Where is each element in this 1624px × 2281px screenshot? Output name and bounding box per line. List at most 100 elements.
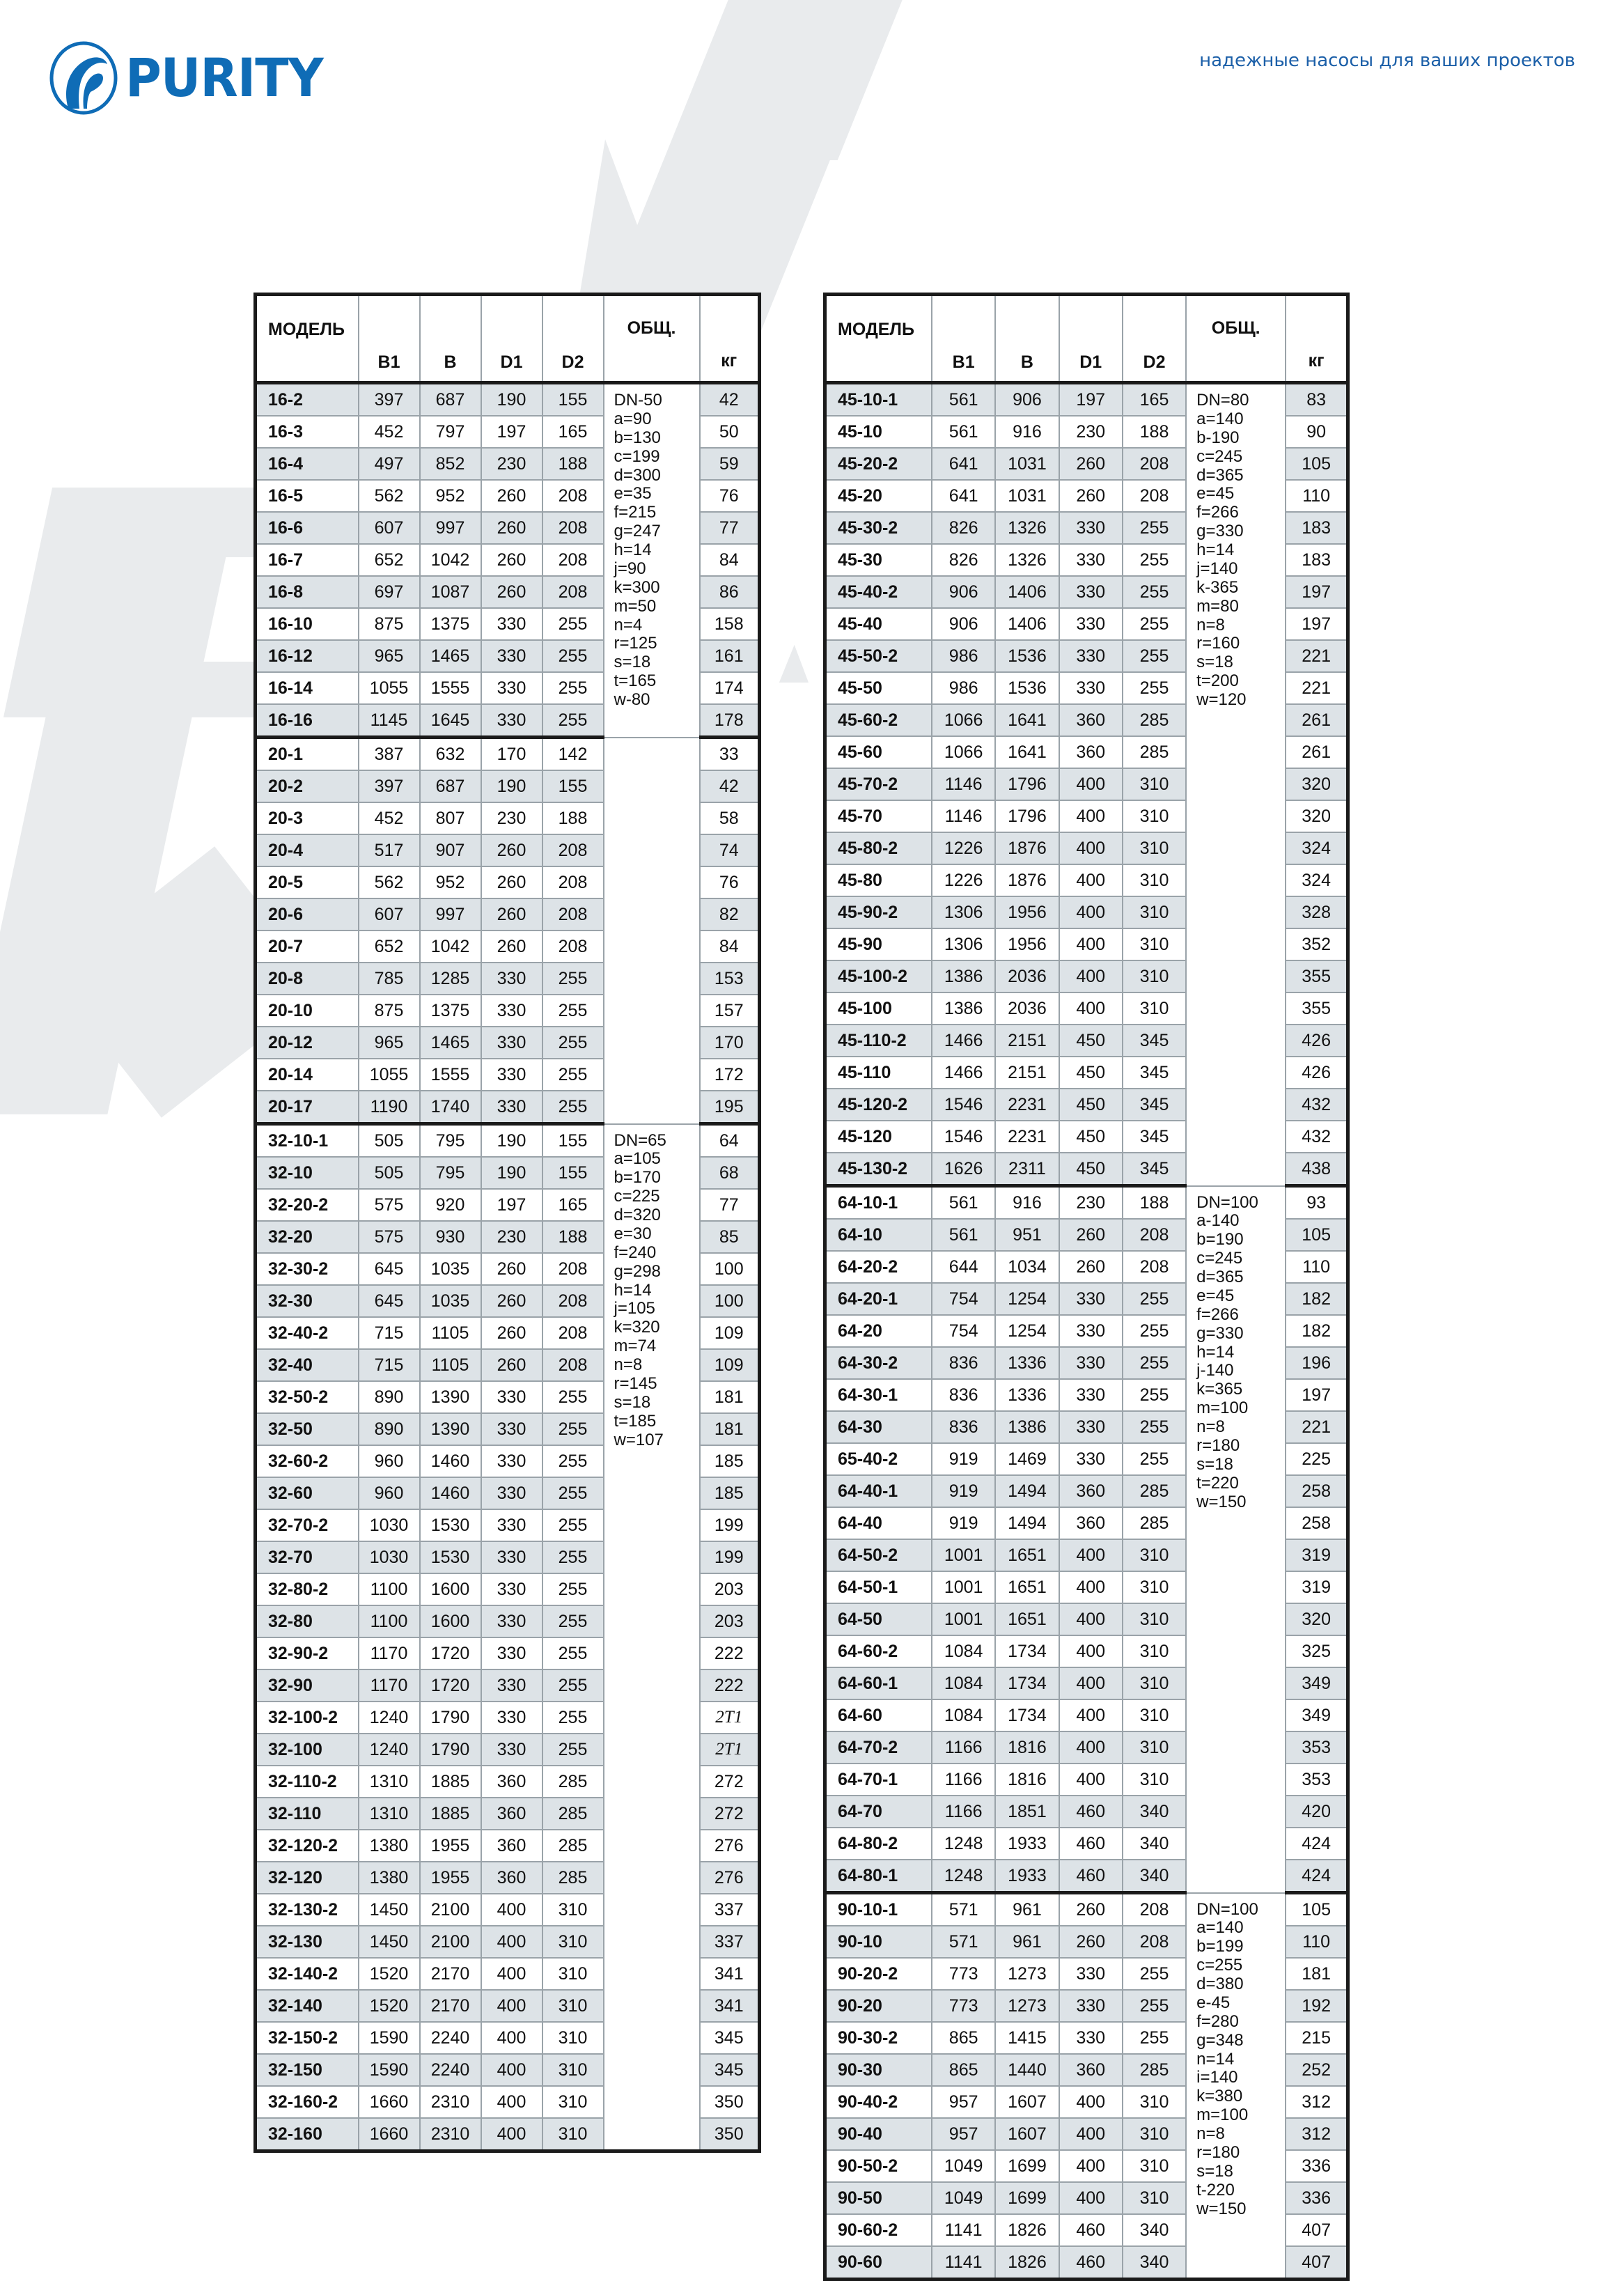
model-cell: 32-160 [254,2117,359,2152]
column-header-d2: D2 [541,293,604,384]
model-cell: 32-10 [254,1156,359,1190]
d1-cell: 260 [480,898,543,931]
d2-cell: 345 [1121,1088,1187,1121]
b1-cell: 561 [931,1185,997,1220]
header-tagline: надежные насосы для ваших проектов [1199,50,1575,71]
d2-cell: 208 [541,575,604,609]
b-cell: 1876 [994,832,1060,865]
table-row: 64-30 836 1386 330 255 221 [824,1410,1349,1444]
b1-cell: 1100 [357,1573,421,1606]
d2-cell: 285 [1121,1474,1187,1508]
b1-cell: 1146 [931,768,997,801]
d1-cell: 400 [480,2021,543,2055]
weight-kg-cell: 341 [698,1989,760,2023]
d2-cell: 340 [1121,2213,1187,2247]
b1-cell: 1450 [357,1925,421,1959]
model-cell: 45-70-2 [824,768,933,801]
b1-cell: 1546 [931,1120,997,1153]
b1-cell: 965 [357,1026,421,1059]
model-cell: 16-7 [254,543,359,577]
weight-kg-cell: 349 [1285,1699,1349,1732]
d1-cell: 400 [1058,1571,1123,1604]
d1-cell: 460 [1058,1795,1123,1828]
model-cell: 45-10-1 [824,382,933,417]
d1-cell: 400 [1058,2181,1123,2215]
obsh-dimensions-cell: DN=65 a=105 b=170 c=225 d=320 e=30 f=240… [602,1123,701,2152]
b1-cell: 1001 [931,1603,997,1636]
b1-cell: 836 [931,1346,997,1380]
b1-cell: 1226 [931,832,997,865]
model-cell: 45-20-2 [824,447,933,481]
b-cell: 1876 [994,864,1060,897]
model-cell: 90-40-2 [824,2085,933,2119]
d1-cell: 360 [480,1861,543,1894]
b1-cell: 1380 [357,1829,421,1862]
d1-cell: 360 [1058,735,1123,769]
d1-cell: 400 [1058,1603,1123,1636]
b1-cell: 1660 [357,2085,421,2119]
weight-kg-cell: 261 [1285,703,1349,737]
model-cell: 32-140-2 [254,1957,359,1991]
column-header-b1: B1 [357,293,421,384]
table-row: 32-100 1240 1790 330 255 2T1 [254,1733,760,1766]
b-cell: 1105 [419,1348,482,1382]
weight-kg-cell: 328 [1285,896,1349,929]
d1-cell: 330 [480,703,543,739]
weight-kg-cell: 174 [698,671,760,705]
b1-cell: 836 [931,1410,997,1444]
d1-cell: 260 [480,1348,543,1382]
d2-cell: 310 [1121,2117,1187,2151]
b-cell: 1031 [994,447,1060,481]
b-cell: 2240 [419,2021,482,2055]
weight-kg-cell: 319 [1285,1571,1349,1604]
weight-kg-cell: 197 [1285,575,1349,609]
d1-cell: 460 [1058,1859,1123,1894]
weight-kg-cell: 420 [1285,1795,1349,1828]
b-cell: 1885 [419,1765,482,1798]
model-cell: 32-70 [254,1541,359,1574]
d1-cell: 360 [1058,703,1123,737]
d2-cell: 208 [1121,447,1187,481]
d1-cell: 360 [1058,2053,1123,2087]
b-cell: 1273 [994,1989,1060,2023]
d2-cell: 255 [541,1412,604,1446]
b-cell: 2310 [419,2085,482,2119]
b1-cell: 1141 [931,2213,997,2247]
b1-cell: 1226 [931,864,997,897]
weight-kg-cell: 312 [1285,2117,1349,2151]
b-cell: 906 [994,382,1060,417]
d2-cell: 340 [1121,1859,1187,1894]
b-cell: 1720 [419,1669,482,1702]
model-cell: 32-120-2 [254,1829,359,1862]
d1-cell: 230 [1058,415,1123,449]
model-cell: 45-110-2 [824,1024,933,1057]
b-cell: 920 [419,1188,482,1222]
obsh-dimensions-cell: DN=80 a=140 b-190 c=245 d=365 e=45 f=266… [1185,382,1287,1187]
weight-kg-cell: 336 [1285,2181,1349,2215]
column-header-b: B [419,293,482,384]
model-cell: 32-140 [254,1989,359,2023]
d1-cell: 330 [1058,1378,1123,1412]
b1-cell: 1084 [931,1667,997,1700]
b1-cell: 875 [357,994,421,1027]
b1-cell: 960 [357,1445,421,1478]
d1-cell: 260 [1058,447,1123,481]
table-row: 64-60-1 1084 1734 400 310 349 [824,1667,1349,1700]
weight-kg-cell: 58 [698,802,760,835]
d2-cell: 255 [1121,543,1187,577]
b1-cell: 1660 [357,2117,421,2152]
d2-cell: 155 [541,382,604,417]
b1-cell: 645 [357,1284,421,1318]
table-row: 32-40-2 715 1105 260 208 109 [254,1316,760,1350]
model-cell: 45-120 [824,1120,933,1153]
d2-cell: 310 [1121,2085,1187,2119]
d1-cell: 330 [480,1477,543,1510]
table-row: 64-20-1 754 1254 330 255 182 [824,1282,1349,1316]
model-cell: 64-60-1 [824,1667,933,1700]
model-cell: 45-110 [824,1056,933,1089]
d1-cell: 330 [480,1701,543,1734]
b1-cell: 1306 [931,896,997,929]
model-cell: 32-130-2 [254,1893,359,1926]
weight-kg-cell: 185 [698,1445,760,1478]
model-cell: 64-70-2 [824,1731,933,1764]
